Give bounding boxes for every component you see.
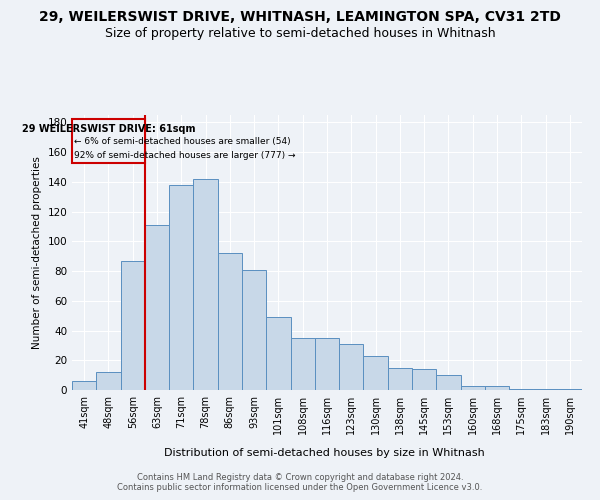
Bar: [242, 270, 266, 390]
Text: 29 WEILERSWIST DRIVE: 61sqm: 29 WEILERSWIST DRIVE: 61sqm: [22, 124, 195, 134]
Bar: [218, 253, 242, 390]
Bar: [193, 179, 218, 390]
Bar: [364, 356, 388, 390]
Bar: [436, 375, 461, 390]
Y-axis label: Number of semi-detached properties: Number of semi-detached properties: [32, 156, 42, 349]
Bar: [485, 386, 509, 390]
Bar: [558, 388, 582, 390]
Text: Size of property relative to semi-detached houses in Whitnash: Size of property relative to semi-detach…: [104, 28, 496, 40]
Text: Contains public sector information licensed under the Open Government Licence v3: Contains public sector information licen…: [118, 484, 482, 492]
Bar: [72, 381, 96, 390]
Text: 92% of semi-detached houses are larger (777) →: 92% of semi-detached houses are larger (…: [74, 150, 296, 160]
Bar: [121, 260, 145, 390]
Text: Distribution of semi-detached houses by size in Whitnash: Distribution of semi-detached houses by …: [164, 448, 484, 458]
Bar: [145, 225, 169, 390]
Text: 29, WEILERSWIST DRIVE, WHITNASH, LEAMINGTON SPA, CV31 2TD: 29, WEILERSWIST DRIVE, WHITNASH, LEAMING…: [39, 10, 561, 24]
Bar: [461, 386, 485, 390]
Bar: [290, 338, 315, 390]
Bar: [388, 368, 412, 390]
Bar: [266, 317, 290, 390]
Bar: [509, 388, 533, 390]
Bar: [96, 372, 121, 390]
Text: Contains HM Land Registry data © Crown copyright and database right 2024.: Contains HM Land Registry data © Crown c…: [137, 474, 463, 482]
Bar: [339, 344, 364, 390]
Bar: [533, 388, 558, 390]
Text: ← 6% of semi-detached houses are smaller (54): ← 6% of semi-detached houses are smaller…: [74, 138, 291, 146]
Bar: [315, 338, 339, 390]
Bar: [169, 185, 193, 390]
FancyBboxPatch shape: [72, 120, 145, 162]
Bar: [412, 369, 436, 390]
